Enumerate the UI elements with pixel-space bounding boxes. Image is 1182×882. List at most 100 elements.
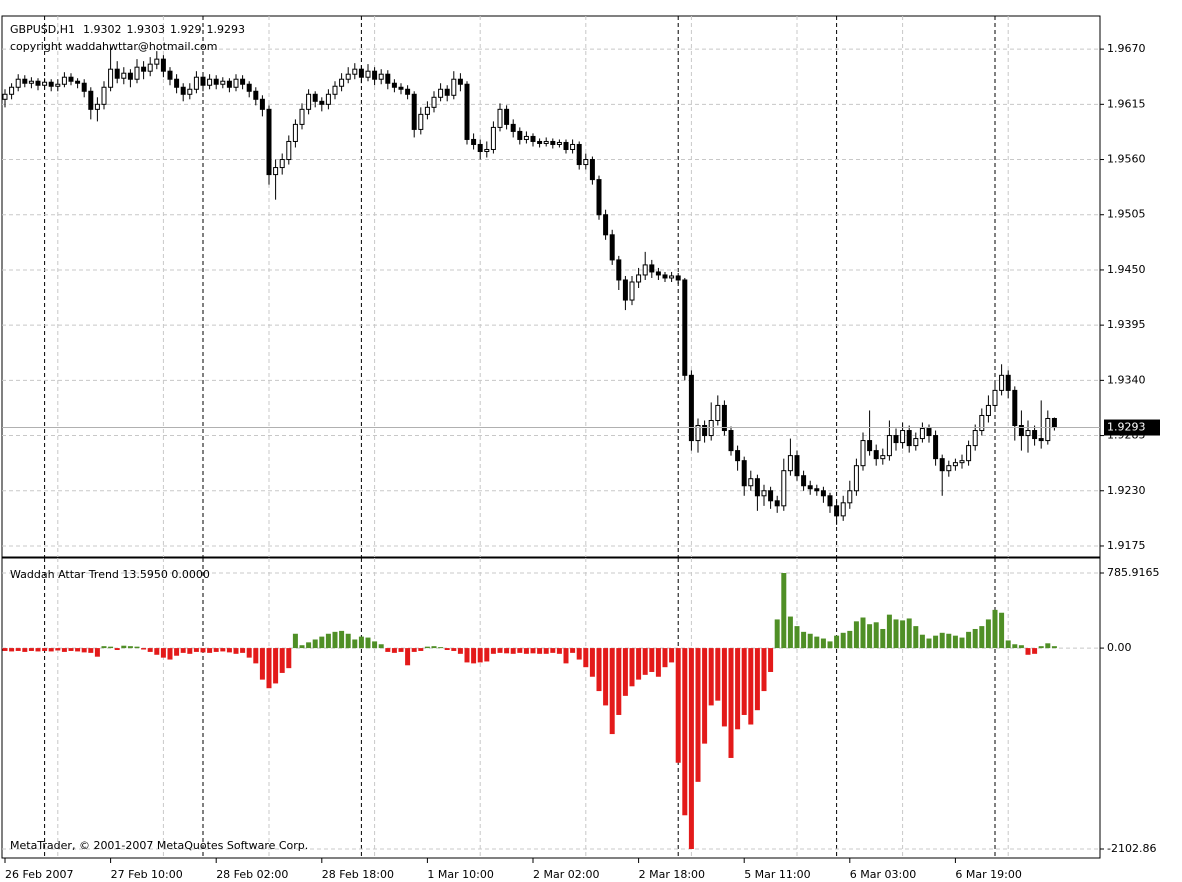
candle-body: [75, 80, 81, 84]
histogram-bar: [827, 641, 833, 649]
histogram-bar: [81, 648, 87, 653]
candle-body: [741, 460, 747, 487]
candle-body: [675, 275, 681, 281]
histogram-bar: [411, 648, 417, 652]
histogram-bar: [127, 646, 133, 649]
y-tick-label: 1.9505: [1107, 208, 1146, 221]
candle-body: [946, 465, 952, 472]
candle-body: [1025, 430, 1031, 437]
candle-body: [108, 68, 114, 88]
histogram-bar: [847, 630, 853, 649]
candle-body: [629, 281, 635, 301]
histogram-bar: [279, 648, 285, 673]
candle-body: [213, 78, 219, 85]
histogram-bar: [438, 647, 444, 649]
candle-body: [985, 404, 991, 416]
candle-body: [88, 90, 94, 110]
candle-body: [319, 100, 325, 105]
histogram-bar: [807, 633, 813, 649]
candle-body: [622, 279, 628, 301]
histogram-bar: [385, 648, 391, 652]
x-tick-label: 6 Mar 03:00: [850, 868, 916, 881]
histogram-bar: [919, 634, 925, 649]
histogram-bar: [543, 648, 549, 654]
histogram-bar: [174, 648, 180, 656]
histogram-bar: [853, 621, 859, 649]
histogram-bar: [378, 644, 384, 649]
candle-body: [603, 214, 609, 236]
candle-body: [570, 143, 576, 150]
histogram-bar: [649, 648, 655, 672]
histogram-bar: [42, 648, 48, 651]
histogram-bar: [490, 648, 496, 654]
histogram-bar: [655, 648, 661, 677]
histogram-bar: [886, 614, 892, 649]
x-tick-label: 1 Mar 10:00: [427, 868, 493, 881]
histogram-bar: [352, 639, 358, 649]
candle-body: [233, 78, 239, 88]
histogram-bar: [154, 648, 160, 655]
y-tick-label: 0.00: [1107, 641, 1132, 654]
candle-body: [1032, 430, 1038, 440]
histogram-bar: [860, 617, 866, 649]
histogram-bar: [642, 648, 648, 675]
candle-body: [147, 63, 153, 72]
candle-body: [867, 440, 873, 452]
histogram-bar: [972, 628, 978, 649]
candle-body: [913, 438, 919, 447]
candle-body: [266, 108, 272, 176]
candle-body: [933, 435, 939, 460]
histogram-bar: [259, 648, 265, 680]
chart-title: GBPUSD,H1: [10, 23, 75, 36]
histogram-bar: [1018, 645, 1024, 649]
candle-body: [385, 73, 391, 84]
histogram-bar: [1051, 646, 1057, 649]
histogram-bar: [702, 648, 708, 744]
candle-body: [424, 106, 430, 115]
candle-body: [834, 505, 840, 517]
histogram-bar: [820, 638, 826, 649]
candle-body: [471, 138, 477, 145]
candle-body: [15, 78, 21, 88]
candle-body: [814, 488, 820, 492]
histogram-bar: [517, 648, 523, 653]
y-tick-label: 1.9615: [1107, 97, 1146, 110]
y-tick-label: 1.9560: [1107, 153, 1146, 166]
histogram-bar: [464, 648, 470, 663]
histogram-bar: [801, 631, 807, 649]
histogram-bar: [358, 636, 364, 649]
candle-body: [801, 475, 807, 487]
candle-body: [616, 259, 622, 281]
chart-subtitle: copyright waddahwttar@hotmail.com: [10, 40, 218, 53]
candle-body: [358, 68, 364, 78]
histogram-bar: [325, 633, 331, 649]
candle-body: [339, 78, 345, 87]
candle-body: [325, 93, 331, 105]
histogram-bar: [695, 648, 701, 782]
histogram-bar: [200, 648, 206, 653]
histogram-bar: [768, 648, 774, 672]
histogram-bar: [273, 648, 279, 684]
histogram-bar: [906, 618, 912, 649]
candle-body: [847, 490, 853, 504]
histogram-bar: [603, 648, 609, 706]
candle-body: [537, 140, 543, 144]
candle-body: [55, 83, 61, 87]
candle-body: [451, 78, 457, 96]
histogram-bar: [213, 648, 219, 652]
histogram-bar: [233, 648, 239, 654]
candle-body: [438, 88, 444, 98]
candle-body: [259, 98, 265, 110]
histogram-bar: [787, 616, 793, 649]
histogram-bar: [1038, 646, 1044, 649]
histogram-bar: [616, 648, 622, 715]
histogram-bar: [966, 631, 972, 649]
candle-body: [477, 143, 483, 152]
histogram-bar: [240, 648, 246, 653]
candle-body: [200, 76, 206, 86]
histogram-bar: [391, 648, 397, 653]
candle-body: [484, 148, 490, 152]
candle-body: [880, 455, 886, 460]
